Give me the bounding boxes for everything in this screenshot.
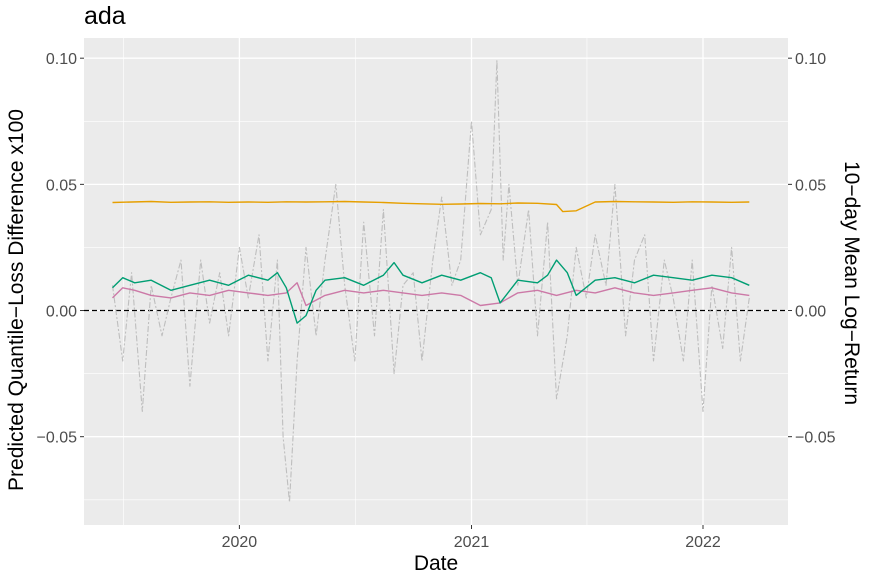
- y-right-tick-label: 0.10: [795, 51, 826, 68]
- y-tick-label: 0.00: [46, 304, 77, 321]
- chart-title: ada: [84, 2, 126, 30]
- y-tick-label: 0.10: [46, 51, 77, 68]
- series-layer: [111, 60, 750, 503]
- y-tick-label: 0.05: [46, 177, 77, 194]
- y-right-tick-label: 0.05: [795, 177, 826, 194]
- x-tick-label: 2021: [454, 534, 490, 551]
- y-tick-label: −0.05: [37, 430, 78, 447]
- x-tick-label: 2022: [685, 534, 721, 551]
- x-axis-title: Date: [414, 552, 458, 575]
- y-axis-right-ticks: −0.05 0.00 0.05 0.10: [788, 51, 836, 447]
- y-axis-left-ticks: −0.05 0.00 0.05 0.10: [37, 51, 84, 447]
- series-line-1: [112, 259, 750, 324]
- x-axis-ticks: 2020 2021 2022: [222, 525, 721, 551]
- y-right-tick-label: 0.00: [795, 304, 826, 321]
- y-axis-left-title: Predicted Quantile−Loss Difference x100: [5, 109, 28, 491]
- major-gridlines: [84, 38, 788, 525]
- plot-panel: [84, 38, 788, 525]
- y-right-tick-label: −0.05: [795, 430, 836, 447]
- x-tick-label: 2020: [222, 534, 258, 551]
- y-axis-right-title: 10−day Mean Log−Return: [840, 161, 863, 405]
- series-line-2: [112, 282, 750, 307]
- series-line-3: [111, 60, 750, 503]
- series-line-0: [112, 200, 750, 213]
